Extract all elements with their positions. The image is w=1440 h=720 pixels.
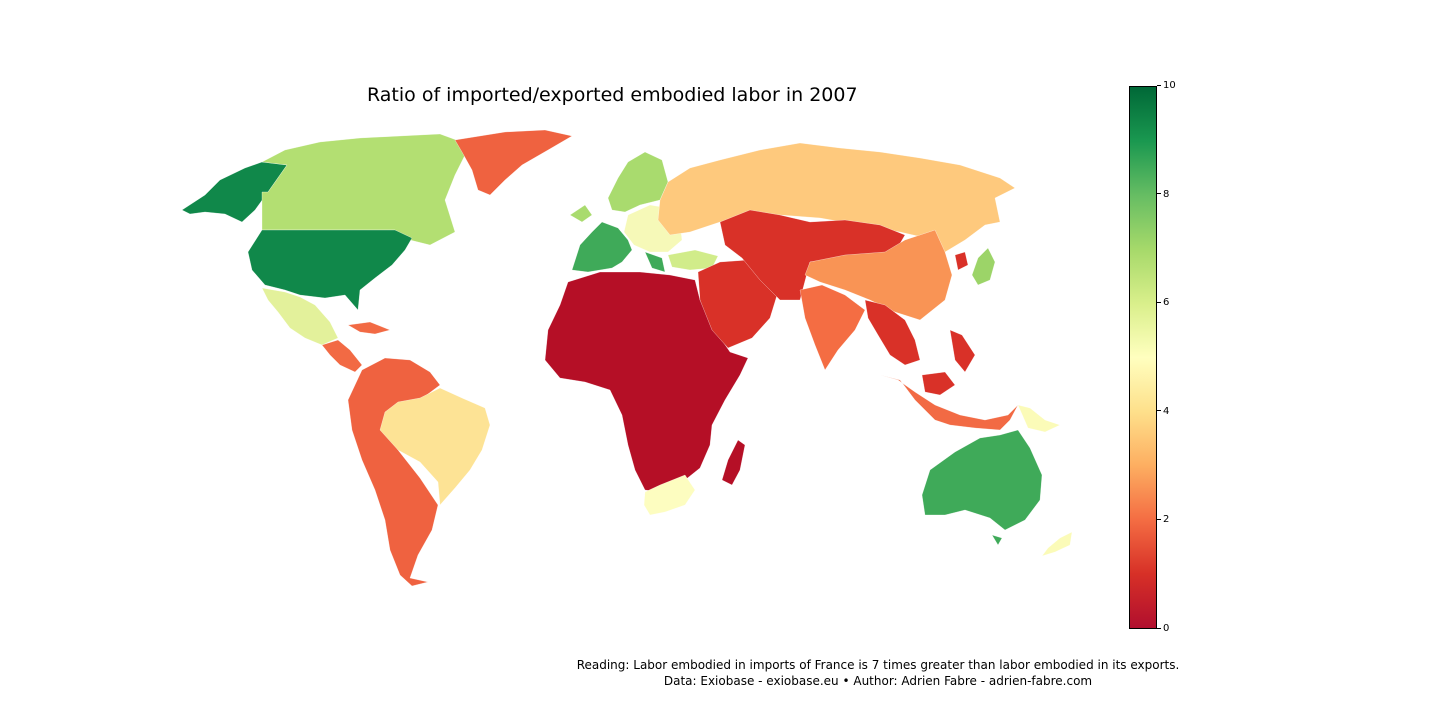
region-canada xyxy=(261,133,471,246)
caption: Reading: Labor embodied in imports of Fr… xyxy=(560,657,1196,689)
region-india xyxy=(799,284,866,371)
region-mexico xyxy=(261,287,339,346)
region-madagascar xyxy=(721,439,746,486)
colorbar-tick-6: 6 xyxy=(1157,298,1169,308)
region-usa xyxy=(247,229,413,311)
region-indonesia xyxy=(879,374,1019,431)
colorbar-tick-10: 10 xyxy=(1157,81,1176,91)
region-brazil xyxy=(379,387,491,506)
region-new-zealand xyxy=(1017,404,1073,557)
region-central-america xyxy=(321,321,391,373)
region-china xyxy=(804,229,953,321)
colorbar-tick-8: 8 xyxy=(1157,189,1169,200)
region-western-europe xyxy=(571,221,666,273)
region-middle-east xyxy=(697,259,779,349)
region-greenland xyxy=(454,129,573,196)
region-africa xyxy=(544,271,749,493)
colorbar xyxy=(1129,86,1157,629)
region-southeast-asia xyxy=(864,299,976,396)
world-map xyxy=(181,129,1073,587)
map-title: Ratio of imported/exported embodied labo… xyxy=(367,84,858,106)
region-south-america xyxy=(347,357,441,587)
region-australia xyxy=(921,429,1043,546)
region-south-africa xyxy=(643,474,696,516)
caption-reading: Reading: Labor embodied in imports of Fr… xyxy=(576,658,1180,672)
caption-source: Data: Exiobase - exiobase.eu • Author: A… xyxy=(663,674,1093,688)
colorbar-tick-2: 2 xyxy=(1157,515,1169,525)
region-japan xyxy=(971,247,996,286)
region-korea xyxy=(954,251,969,271)
colorbar-tick-0: 0 xyxy=(1157,624,1169,634)
colorbar-tick-4: 4 xyxy=(1157,406,1169,417)
